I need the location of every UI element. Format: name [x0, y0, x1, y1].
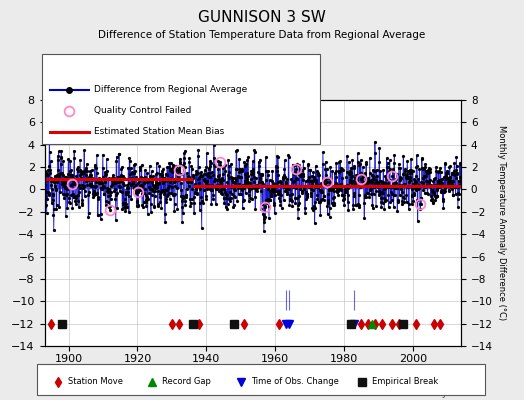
- Y-axis label: Monthly Temperature Anomaly Difference (°C): Monthly Temperature Anomaly Difference (…: [497, 126, 506, 320]
- Text: Empirical Break: Empirical Break: [372, 378, 438, 386]
- Text: Berkeley Earth: Berkeley Earth: [405, 388, 477, 398]
- Text: GUNNISON 3 SW: GUNNISON 3 SW: [198, 10, 326, 25]
- Text: Quality Control Failed: Quality Control Failed: [94, 106, 192, 115]
- Text: Difference from Regional Average: Difference from Regional Average: [94, 86, 247, 94]
- Text: Estimated Station Mean Bias: Estimated Station Mean Bias: [94, 127, 225, 136]
- Text: Difference of Station Temperature Data from Regional Average: Difference of Station Temperature Data f…: [99, 30, 425, 40]
- Text: Station Move: Station Move: [68, 378, 123, 386]
- Text: Record Gap: Record Gap: [162, 378, 211, 386]
- Text: Time of Obs. Change: Time of Obs. Change: [252, 378, 340, 386]
